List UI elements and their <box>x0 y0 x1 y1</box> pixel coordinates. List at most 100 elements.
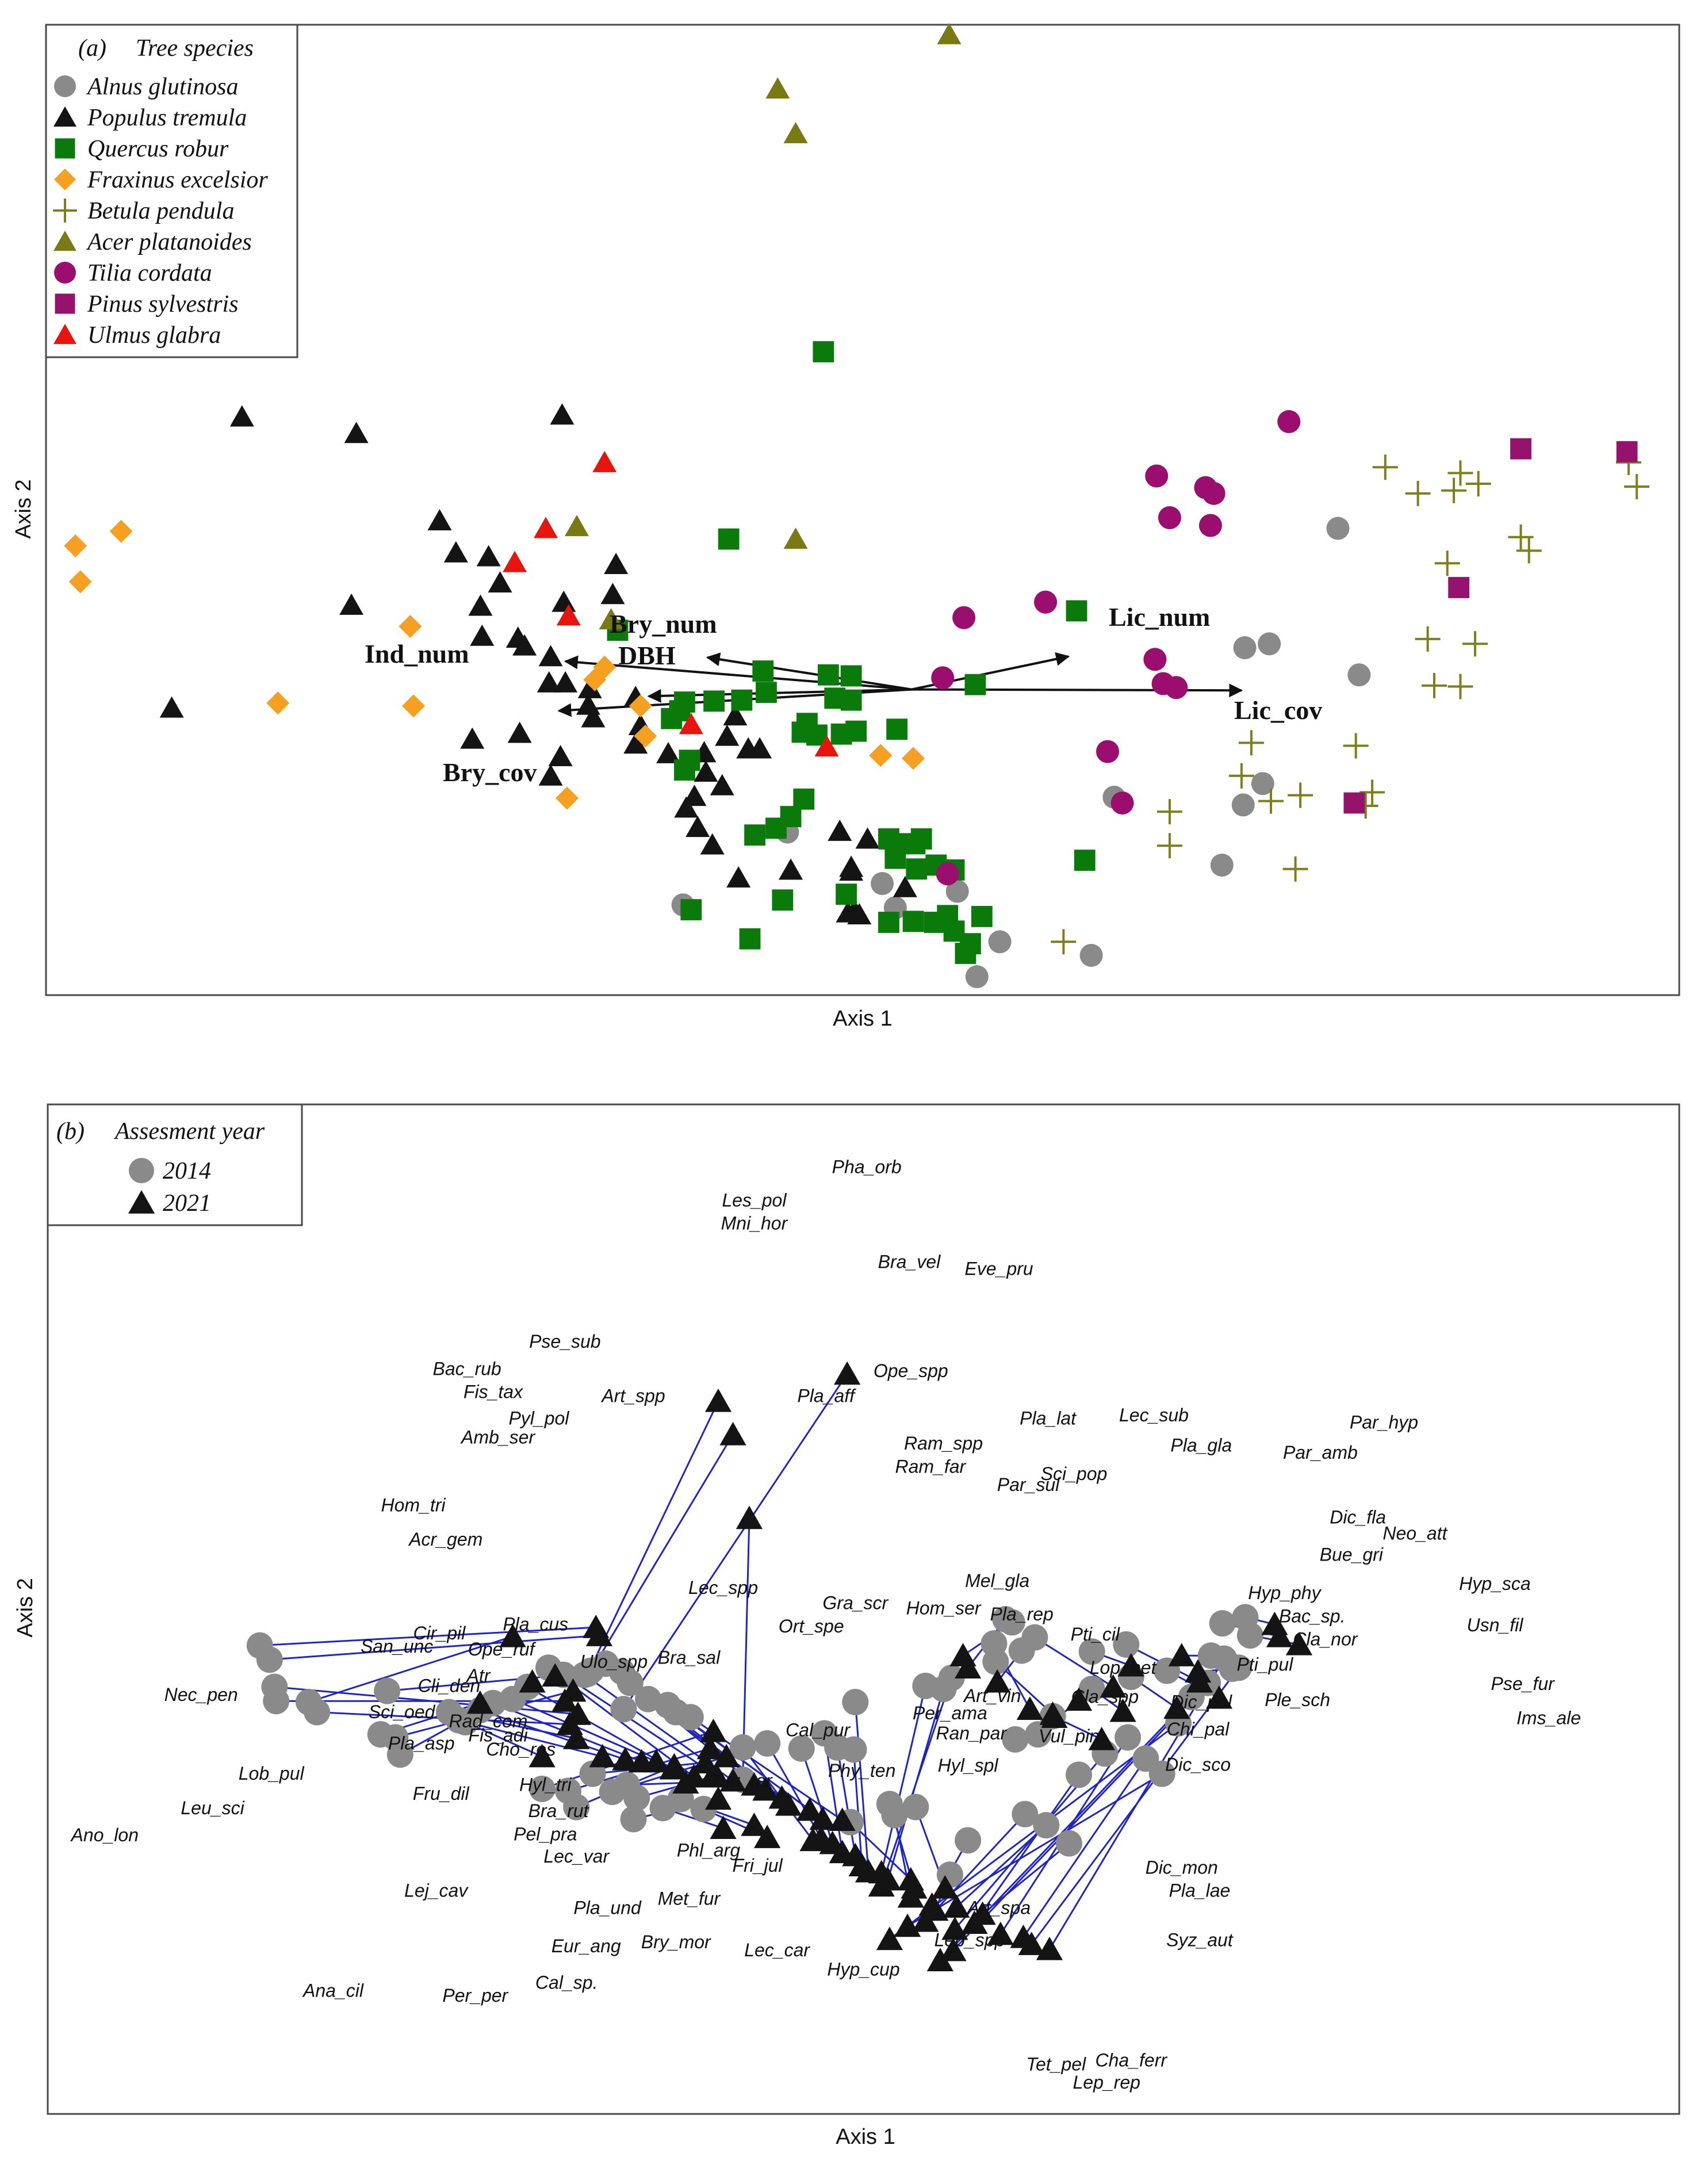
point-quercus-15 <box>830 723 852 745</box>
legend-item-populus-tremula: Populus tremula <box>87 105 247 131</box>
species-label-tuu-tar: Tuu_tar <box>710 1770 773 1791</box>
point-acer-1 <box>765 77 790 99</box>
point-populus-12 <box>600 583 625 605</box>
point-populus-7 <box>468 594 493 616</box>
point-fraxinus-7 <box>583 668 607 691</box>
point-quercus-3 <box>817 664 839 686</box>
trajectory-line-52 <box>849 1821 912 1880</box>
point-tilia-3 <box>1202 481 1226 505</box>
species-label-sci-pop: Sci_pop <box>1041 1463 1108 1484</box>
panel-a-y-axis-label: Axis 2 <box>12 479 36 538</box>
species-label-ram-spp: Ram_spp <box>904 1433 983 1454</box>
species-label-neo-att: Neo_att <box>1383 1523 1447 1543</box>
species-label-par-amb: Par_amb <box>1283 1442 1358 1463</box>
point-2014-47 <box>840 1736 867 1763</box>
point-2014-33 <box>563 1794 590 1821</box>
point-2014-5 <box>256 1646 283 1673</box>
panel-b-plot-frame <box>47 1103 1680 2115</box>
point-ulmus-5 <box>814 735 839 757</box>
vector-lic-cov <box>912 683 1243 698</box>
point-pinus-1 <box>1616 441 1638 462</box>
species-label-gra-scr: Gra_scr <box>822 1593 889 1613</box>
point-ulmus-1 <box>534 517 558 538</box>
point-betula-16 <box>1258 788 1284 814</box>
point-betula-11 <box>1462 631 1488 657</box>
point-2014-55 <box>902 1794 929 1821</box>
legend-item-alnus-glutinosa: Alnus glutinosa <box>86 74 239 100</box>
point-betula-17 <box>1288 782 1313 808</box>
point-2014-87 <box>1236 1622 1263 1649</box>
trajectory-line-49 <box>880 1685 926 1873</box>
point-populus-34 <box>710 774 734 796</box>
species-label-acr-gem: Acr_gem <box>408 1529 482 1550</box>
point-2014-89 <box>982 1648 1009 1675</box>
point-fraxinus-3 <box>266 691 290 715</box>
point-acer-4 <box>783 527 808 549</box>
point-2021-35 <box>713 1743 740 1768</box>
species-label-pla-gla: Pla_gla <box>1170 1435 1232 1456</box>
point-quercus-45 <box>739 928 761 950</box>
point-ulmus-3 <box>556 604 581 626</box>
point-2014-78 <box>1219 1655 1246 1683</box>
species-label-bue-gri: Bue_gri <box>1320 1544 1384 1565</box>
point-2021-2 <box>719 1421 746 1446</box>
point-quercus-11 <box>731 689 753 711</box>
point-quercus-41 <box>902 911 924 932</box>
point-alnus-14 <box>945 880 969 903</box>
species-label-lej-cav: Lej_cav <box>404 1880 469 1901</box>
point-tilia-14 <box>936 862 959 886</box>
point-2014-79 <box>1113 1631 1140 1658</box>
species-label-pla-rep: Pla_rep <box>990 1604 1054 1624</box>
species-label-per-ama: Per_ama <box>913 1703 987 1723</box>
point-quercus-32 <box>884 847 906 869</box>
point-2021-82 <box>984 1669 1011 1693</box>
point-populus-29 <box>656 741 681 763</box>
species-label-bra-rut: Bra_rut <box>529 1800 589 1821</box>
panel-b-legend: (b) Assesment year 2014 2021 <box>47 1103 303 1226</box>
point-2014-60 <box>1055 1830 1082 1857</box>
legend-item-2014: 2014 <box>163 1158 211 1184</box>
point-fraxinus-1 <box>68 570 92 594</box>
point-2014-8 <box>374 1677 401 1704</box>
species-label-cha-ferr: Cha_ferr <box>1096 2050 1168 2071</box>
legend-item-2021: 2021 <box>163 1190 211 1217</box>
legend-marker-pinus-sylvestris <box>55 293 75 314</box>
point-fraxinus-0 <box>64 534 87 557</box>
point-2021-62 <box>941 1916 968 1940</box>
point-populus-27 <box>460 727 485 749</box>
point-2021-81 <box>1100 1674 1127 1698</box>
trajectory-line-48 <box>854 1701 870 1872</box>
point-quercus-21 <box>1066 600 1087 622</box>
species-label-ims-ale: Ims_ale <box>1516 1708 1581 1729</box>
point-2014-74 <box>1078 1676 1105 1703</box>
species-label-sci-oed: Sci_oed <box>369 1701 436 1722</box>
species-label-fri-jul: Fri_jul <box>733 1855 783 1876</box>
species-label-pti-cil: Pti_cil <box>1071 1624 1120 1645</box>
panel-a-legend: (a) Tree species Alnus glutinosa Populus … <box>45 24 298 358</box>
point-populus-36 <box>674 796 699 818</box>
panel-a-points <box>64 22 1650 988</box>
species-label-pse-fur: Pse_fur <box>1491 1673 1556 1694</box>
point-fraxinus-10 <box>555 786 579 810</box>
species-label-pti-pul: Pti_pul <box>1236 1654 1293 1675</box>
species-label-ran-par: Ran_par <box>936 1723 1007 1743</box>
point-quercus-0 <box>813 341 834 362</box>
species-label-ple-sch: Ple_sch <box>1265 1689 1330 1710</box>
species-label-hyl-spl: Hyl_spl <box>938 1755 999 1776</box>
point-2021-13 <box>466 1690 493 1714</box>
species-label-bra-sal: Bra_sal <box>658 1647 721 1668</box>
point-2021-68 <box>940 1937 967 1961</box>
species-label-cal-pur: Cal_pur <box>786 1720 851 1741</box>
point-betula-0 <box>1372 454 1398 480</box>
trajectory-line-58 <box>925 1813 1026 1922</box>
species-label-ope-ruf: Ope_ruf <box>468 1639 537 1660</box>
point-pinus-2 <box>1448 577 1469 598</box>
point-quercus-47 <box>1074 850 1096 871</box>
legend-marker-2014 <box>129 1158 154 1183</box>
point-tilia-1 <box>1145 464 1169 488</box>
point-2021-40 <box>741 1813 768 1836</box>
point-2021-86 <box>1261 1611 1288 1635</box>
panel-b-points <box>246 1361 1313 1971</box>
point-2021-15 <box>529 1743 556 1768</box>
point-betula-6 <box>1508 524 1534 550</box>
